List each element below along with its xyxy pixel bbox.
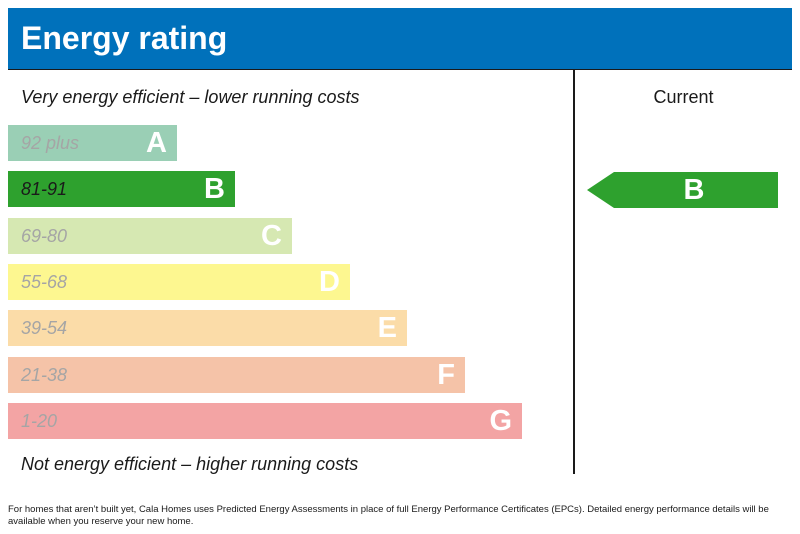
- band-range-label: 92 plus: [21, 133, 80, 153]
- band-range-label: 1-20: [21, 411, 58, 431]
- header-bar: Energy rating: [8, 8, 792, 70]
- column-divider: [573, 70, 575, 474]
- top-caption: Very energy efficient – lower running co…: [21, 87, 360, 107]
- band-d: 55-68 D: [8, 264, 350, 300]
- band-f: 21-38 F: [8, 357, 465, 393]
- band-range-label: 55-68: [21, 272, 68, 292]
- bottom-caption: Not energy efficient – higher running co…: [21, 454, 359, 474]
- band-g: 1-20 G: [8, 403, 522, 439]
- band-e: 39-54 E: [8, 310, 407, 346]
- band-letter: D: [319, 266, 340, 298]
- current-rating-letter: B: [683, 174, 705, 206]
- page-title: Energy rating: [21, 20, 228, 56]
- band-c: 69-80 C: [8, 218, 292, 254]
- band-range-label: 81-91: [21, 179, 68, 199]
- band-range-label: 39-54: [21, 318, 68, 338]
- current-arrow: [587, 172, 778, 208]
- current-rating-marker: B: [587, 172, 778, 208]
- band-range-label: 21-38: [21, 365, 68, 385]
- band-letter: F: [437, 359, 455, 391]
- band-letter: C: [261, 220, 282, 252]
- current-column-header: Current: [653, 87, 714, 107]
- band-letter: E: [377, 312, 397, 344]
- band-letter: B: [204, 173, 225, 205]
- band-letter: G: [489, 405, 512, 437]
- band-b: 81-91 B: [8, 171, 235, 207]
- band-letter: A: [146, 127, 167, 159]
- band-a: 92 plus A: [8, 125, 177, 161]
- footnote: For homes that aren’t built yet, Cala Ho…: [8, 504, 769, 527]
- band-range-label: 69-80: [21, 226, 68, 246]
